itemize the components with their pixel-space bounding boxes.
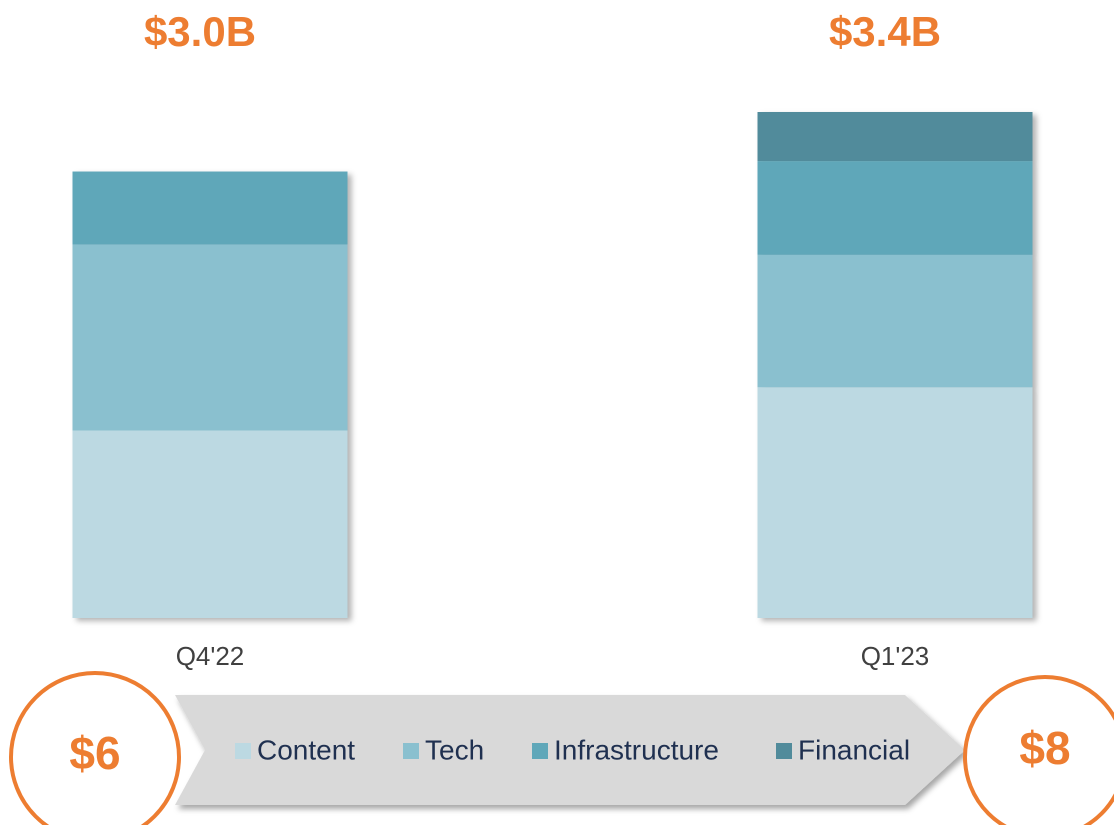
x-tick-label: Q1'23 xyxy=(861,641,930,671)
right-circle xyxy=(963,675,1114,825)
bar-segment xyxy=(757,387,1033,618)
total-label: $3.4B xyxy=(829,8,941,55)
legend-label: Infrastructure xyxy=(554,734,719,765)
legend-label: Tech xyxy=(425,734,484,765)
legend-label: Content xyxy=(257,734,355,765)
legend-banner xyxy=(175,695,965,805)
bar-segment xyxy=(757,161,1033,255)
bar-segment xyxy=(757,112,1033,162)
x-tick-label: Q4'22 xyxy=(176,641,245,671)
legend-label: Financial xyxy=(798,734,910,765)
left-circle xyxy=(9,671,181,825)
annotation: $8 xyxy=(1019,722,1070,774)
bar-segment xyxy=(72,244,348,431)
bar-segment xyxy=(72,171,348,245)
bar-segment xyxy=(72,430,348,618)
legend-swatch xyxy=(776,743,792,759)
total-label: $3.0B xyxy=(144,8,256,55)
bars xyxy=(72,112,1033,618)
annotation: $6 xyxy=(69,727,120,779)
stack xyxy=(72,171,348,618)
legend-swatch xyxy=(532,743,548,759)
bar-segment xyxy=(757,254,1033,388)
legend-swatch xyxy=(235,743,251,759)
legend: Content Tech Infrastructure Financial xyxy=(235,734,910,765)
legend-swatch xyxy=(403,743,419,759)
stack xyxy=(757,112,1033,618)
